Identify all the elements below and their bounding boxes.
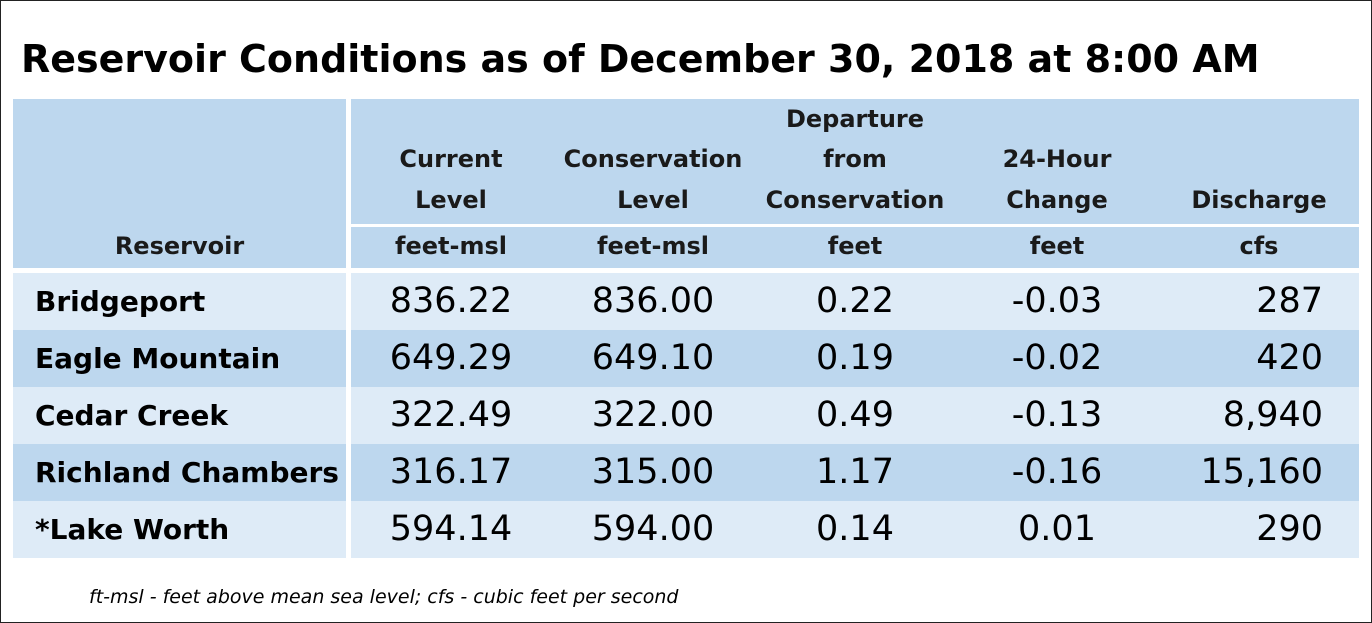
header-discharge-line1: Discharge [1191,186,1327,214]
header-current-level-line1: Current [399,145,503,173]
header-departure-line2: from [823,145,887,173]
table-row: Eagle Mountain 649.29 649.10 0.19 -0.02 … [13,330,1359,387]
row-column-separator [346,501,351,558]
discharge-value: 8,940 [1222,395,1323,435]
departure-value: 1.17 [816,452,894,492]
header-change-unit: feet [1029,232,1085,260]
departure-value: 0.49 [816,395,894,435]
header-departure-line3: Conservation [765,186,945,214]
table-row: Cedar Creek 322.49 322.00 0.49 -0.13 8,9… [13,387,1359,444]
current-level-value: 649.29 [389,338,513,378]
row-column-separator [346,273,351,330]
conservation-level-value: 836.00 [591,281,715,321]
header-column-separator [346,99,351,268]
row-column-separator [346,444,351,501]
reservoir-name: Cedar Creek [35,399,228,432]
header-discharge-unit: cfs [1239,232,1279,260]
table-header: Reservoir Current Level feet-msl Conserv… [13,99,1359,268]
row-column-separator [346,387,351,444]
conservation-level-value: 315.00 [591,452,715,492]
header-change-line1: 24-Hour [1002,145,1112,173]
footnote: ft-msl - feet above mean sea level; cfs … [89,586,679,608]
change-value: -0.02 [1011,338,1103,378]
row-column-separator [346,330,351,387]
table-row: Richland Chambers 316.17 315.00 1.17 -0.… [13,444,1359,501]
table-row: *Lake Worth 594.14 594.00 0.14 0.01 290 [13,501,1359,558]
reservoir-table: Reservoir Current Level feet-msl Conserv… [13,99,1359,558]
header-change-line2: Change [1006,186,1108,214]
discharge-value: 290 [1256,509,1323,549]
header-reservoir: Reservoir [114,232,245,260]
header-conservation-level-line1: Conservation [563,145,743,173]
table-row: Bridgeport 836.22 836.00 0.22 -0.03 287 [13,273,1359,330]
conservation-level-value: 594.00 [591,509,715,549]
header-current-level-unit: feet-msl [395,232,507,260]
reservoir-name: Eagle Mountain [35,342,281,375]
departure-value: 0.14 [816,509,894,549]
reservoir-name: *Lake Worth [35,513,230,546]
reservoir-name: Richland Chambers [35,456,339,489]
header-unit-separator [351,224,1359,227]
change-value: -0.16 [1011,452,1103,492]
discharge-value: 287 [1256,281,1323,321]
conservation-level-value: 649.10 [591,338,715,378]
discharge-value: 15,160 [1200,452,1323,492]
header-body-separator [13,268,1359,273]
discharge-value: 420 [1256,338,1323,378]
page-title: Reservoir Conditions as of December 30, … [21,37,1260,81]
change-value: -0.13 [1011,395,1103,435]
header-conservation-level-unit: feet-msl [597,232,709,260]
header-departure-line1: Departure [785,105,925,133]
header-conservation-level-line2: Level [617,186,689,214]
departure-value: 0.22 [816,281,894,321]
conservation-level-value: 322.00 [591,395,715,435]
departure-value: 0.19 [816,338,894,378]
header-departure-unit: feet [827,232,883,260]
reservoir-name: Bridgeport [35,285,206,318]
current-level-value: 836.22 [389,281,513,321]
current-level-value: 316.17 [389,452,513,492]
current-level-value: 594.14 [389,509,513,549]
current-level-value: 322.49 [389,395,513,435]
change-value: 0.01 [1018,509,1096,549]
change-value: -0.03 [1011,281,1103,321]
header-current-level-line2: Level [415,186,487,214]
